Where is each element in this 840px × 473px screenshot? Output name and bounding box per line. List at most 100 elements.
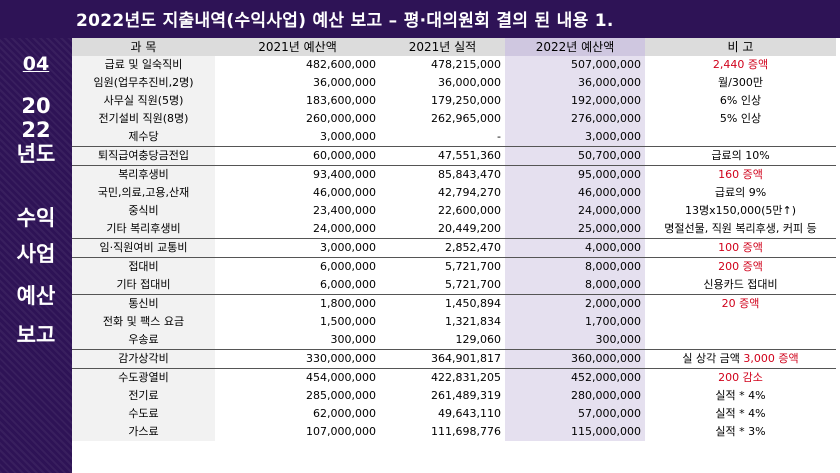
cell-budget-2022: 46,000,000 — [505, 184, 645, 202]
note-text: 5% 인상 — [719, 112, 762, 125]
note-text: 실적 * 4% — [715, 407, 766, 420]
cell-budget-2022: 8,000,000 — [505, 257, 645, 276]
cell-note: 실 상각 금액 3,000 증액 — [645, 349, 836, 369]
page-title: 2022년도 지출내역(수익사업) 예산 보고 – 평·대의원회 결의 된 내용… — [76, 11, 614, 31]
cell-note — [645, 331, 836, 350]
cell-subject: 통신비 — [72, 294, 215, 313]
cell-actual-2021: 111,698,776 — [380, 423, 505, 441]
note-text: 200 감소 — [718, 371, 763, 384]
table-row: 기타 접대비 6,000,000 5,721,700 8,000,000 신용카드 접대… — [72, 276, 836, 295]
cell-budget-2022: 24,000,000 — [505, 202, 645, 220]
table-row: 전화 및 팩스 요금 1,500,000 1,321,834 1,700,000 — [72, 313, 836, 331]
cell-actual-2021: 49,643,110 — [380, 405, 505, 423]
note-text: 6% 인상 — [719, 94, 762, 107]
cell-budget-2022: 280,000,000 — [505, 387, 645, 405]
header-budget-2022: 2022년 예산액 — [505, 38, 645, 56]
cell-budget-2021: 3,000,000 — [215, 238, 380, 258]
cell-budget-2021: 454,000,000 — [215, 368, 380, 387]
cell-budget-2021: 23,400,000 — [215, 202, 380, 220]
sidebar-word-3: 예산 — [16, 284, 56, 308]
note-text: 3,000 증액 — [743, 352, 799, 365]
cell-subject: 임·직원여비 교통비 — [72, 238, 215, 258]
cell-budget-2022: 115,000,000 — [505, 423, 645, 441]
sidebar-word-2: 사업 — [16, 242, 56, 266]
table-row: 전기료 285,000,000 261,489,319 280,000,000 실적 *… — [72, 387, 836, 405]
cell-budget-2021: 46,000,000 — [215, 184, 380, 202]
cell-actual-2021: 422,831,205 — [380, 368, 505, 387]
table-row: 임원(업무추진비,2명) 36,000,000 36,000,000 36,000,0… — [72, 74, 836, 92]
cell-note: 100 증액 — [645, 238, 836, 258]
cell-budget-2022: 57,000,000 — [505, 405, 645, 423]
sidebar-word-4: 보고 — [16, 323, 56, 347]
cell-budget-2021: 6,000,000 — [215, 276, 380, 295]
cell-actual-2021: 1,321,834 — [380, 313, 505, 331]
cell-budget-2022: 3,000,000 — [505, 128, 645, 147]
cell-note: 6% 인상 — [645, 92, 836, 110]
cell-budget-2022: 25,000,000 — [505, 220, 645, 239]
table-row: 감가상각비 330,000,000 364,901,817 360,000,000 실 … — [72, 349, 836, 369]
cell-actual-2021: 261,489,319 — [380, 387, 505, 405]
note-text: 실적 * 4% — [715, 389, 766, 402]
table-row: 복리후생비 93,400,000 85,843,470 95,000,000 160 증… — [72, 165, 836, 184]
cell-actual-2021: 42,794,270 — [380, 184, 505, 202]
table-row: 수도광열비 454,000,000 422,831,205 452,000,000 20… — [72, 368, 836, 387]
cell-note: 실적 * 4% — [645, 405, 836, 423]
header-row: 과 목 2021년 예산액 2021년 실적 2022년 예산액 비 고 — [72, 38, 836, 56]
table-body: 급료 및 일숙직비 482,600,000 478,215,000 507,000,0… — [72, 56, 836, 441]
header-budget-2021: 2021년 예산액 — [215, 38, 380, 56]
cell-subject: 복리후생비 — [72, 165, 215, 184]
cell-budget-2022: 1,700,000 — [505, 313, 645, 331]
cell-note: 월/300만 — [645, 74, 836, 92]
note-text: 13명x150,000(5만↑) — [684, 204, 797, 217]
cell-actual-2021: 5,721,700 — [380, 276, 505, 295]
sidebar-word-1: 수익 — [16, 206, 56, 230]
cell-note: 급료의 10% — [645, 146, 836, 166]
sidebar-number: 04 — [22, 53, 50, 75]
cell-note: 200 감소 — [645, 368, 836, 387]
note-text: 급료의 10% — [711, 149, 770, 162]
cell-actual-2021: 36,000,000 — [380, 74, 505, 92]
cell-actual-2021: 262,965,000 — [380, 110, 505, 128]
cell-budget-2021: 107,000,000 — [215, 423, 380, 441]
cell-budget-2021: 6,000,000 — [215, 257, 380, 276]
note-text: 200 증액 — [718, 260, 763, 273]
cell-budget-2022: 360,000,000 — [505, 349, 645, 369]
cell-budget-2022: 8,000,000 — [505, 276, 645, 295]
cell-budget-2021: 285,000,000 — [215, 387, 380, 405]
cell-subject: 사무실 직원(5명) — [72, 92, 215, 110]
note-text: 20 증액 — [721, 297, 760, 310]
note-text: 160 증액 — [718, 168, 763, 181]
cell-budget-2022: 2,000,000 — [505, 294, 645, 313]
note-text: 급료의 9% — [714, 186, 767, 199]
table-row: 사무실 직원(5명) 183,600,000 179,250,000 192,000,… — [72, 92, 836, 110]
cell-subject: 전화 및 팩스 요금 — [72, 313, 215, 331]
cell-budget-2021: 3,000,000 — [215, 128, 380, 147]
cell-actual-2021: 2,852,470 — [380, 238, 505, 258]
note-text: 실적 * 3% — [715, 425, 766, 438]
cell-actual-2021: 5,721,700 — [380, 257, 505, 276]
cell-subject: 급료 및 일숙직비 — [72, 56, 215, 74]
cell-actual-2021: - — [380, 128, 505, 147]
note-text: 신용카드 접대비 — [703, 278, 778, 291]
cell-note: 200 증액 — [645, 257, 836, 276]
cell-budget-2021: 330,000,000 — [215, 349, 380, 369]
cell-actual-2021: 364,901,817 — [380, 349, 505, 369]
cell-note: 2,440 증액 — [645, 56, 836, 74]
cell-subject: 수도광열비 — [72, 368, 215, 387]
table-row: 가스료 107,000,000 111,698,776 115,000,000 실적 *… — [72, 423, 836, 441]
title-bar: 2022년도 지출내역(수익사업) 예산 보고 – 평·대의원회 결의 된 내용… — [0, 0, 840, 38]
note-text: 100 증액 — [718, 241, 763, 254]
cell-subject: 수도료 — [72, 405, 215, 423]
cell-subject: 우송료 — [72, 331, 215, 350]
table-row: 전기설비 직원(8명) 260,000,000 262,965,000 276,000… — [72, 110, 836, 128]
cell-actual-2021: 47,551,360 — [380, 146, 505, 166]
cell-budget-2021: 60,000,000 — [215, 146, 380, 166]
cell-budget-2022: 95,000,000 — [505, 165, 645, 184]
table-row: 국민,의료,고용,산재 46,000,000 42,794,270 46,000,00… — [72, 184, 836, 202]
cell-subject: 퇴직급여충당금전입 — [72, 146, 215, 166]
table-row: 기타 복리후생비 24,000,000 20,449,200 25,000,000 명절… — [72, 220, 836, 239]
sidebar-year-bot: 년도 — [16, 142, 56, 166]
table-row: 임·직원여비 교통비 3,000,000 2,852,470 4,000,000 100… — [72, 238, 836, 258]
cell-budget-2021: 36,000,000 — [215, 74, 380, 92]
cell-note: 13명x150,000(5만↑) — [645, 202, 836, 220]
